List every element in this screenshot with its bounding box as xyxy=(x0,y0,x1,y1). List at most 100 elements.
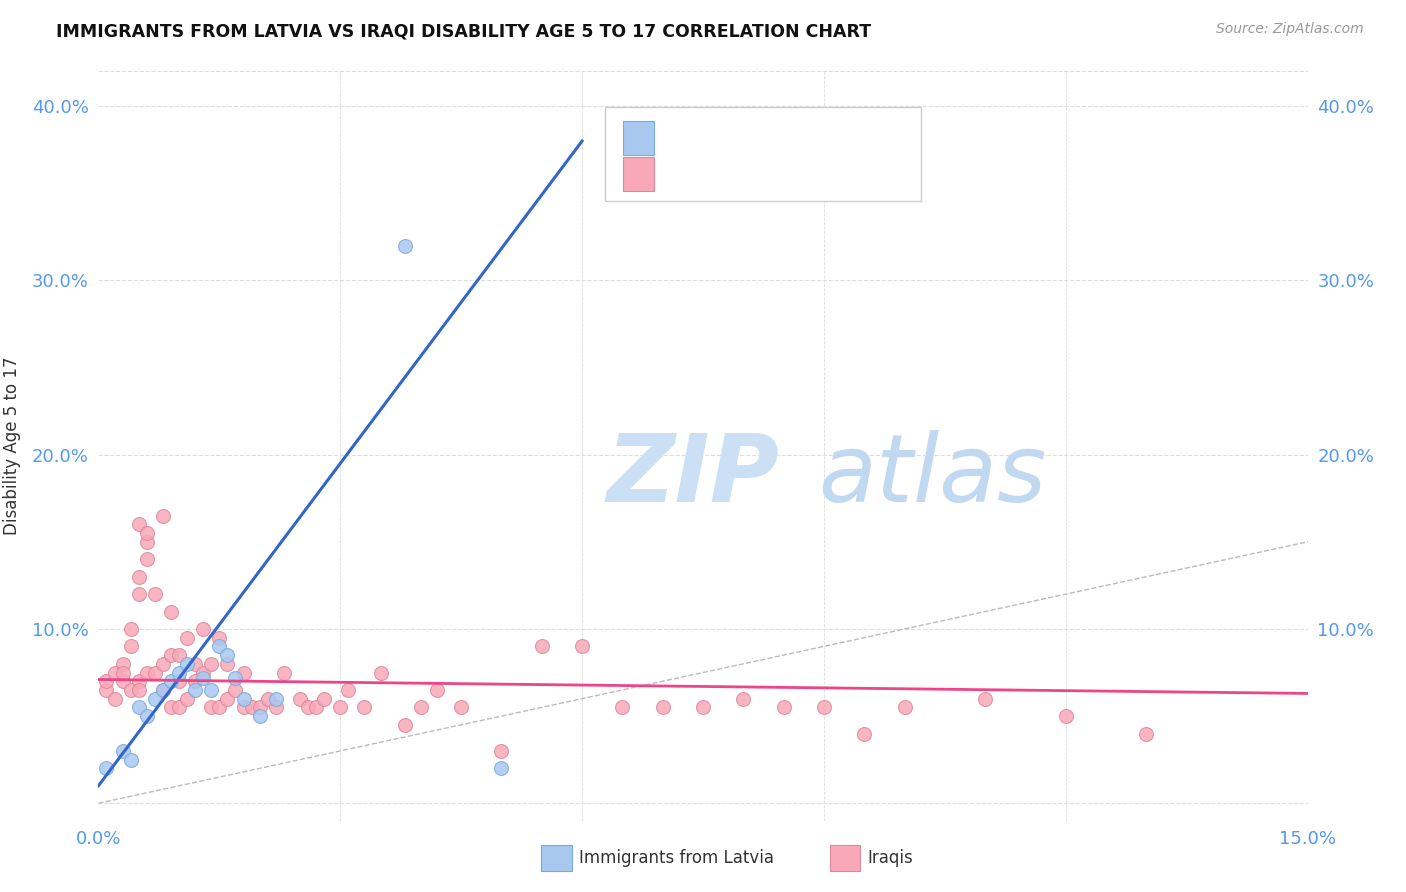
Point xyxy=(612,700,634,714)
Point xyxy=(167,674,190,689)
Point xyxy=(193,671,215,685)
Point xyxy=(232,665,254,680)
Point xyxy=(208,640,231,654)
Point xyxy=(305,700,328,714)
Point xyxy=(96,674,118,689)
Point xyxy=(143,691,166,706)
Point xyxy=(813,700,835,714)
Point xyxy=(128,700,150,714)
Point xyxy=(217,657,239,671)
Point xyxy=(200,657,222,671)
Point xyxy=(111,744,134,758)
Point xyxy=(692,700,714,714)
Point xyxy=(394,718,416,732)
Point xyxy=(232,700,254,714)
Text: -0.037: -0.037 xyxy=(713,165,772,183)
Point xyxy=(103,691,125,706)
Point xyxy=(152,682,174,697)
Point xyxy=(1054,709,1077,723)
Point xyxy=(143,587,166,601)
Point xyxy=(120,622,142,636)
Point xyxy=(111,665,134,680)
Point xyxy=(200,682,222,697)
Text: 21: 21 xyxy=(830,129,852,147)
Point xyxy=(176,631,198,645)
Text: N =: N = xyxy=(780,129,811,147)
Point xyxy=(128,587,150,601)
Point xyxy=(217,691,239,706)
Point xyxy=(160,648,183,662)
Point xyxy=(224,682,246,697)
Point xyxy=(184,674,207,689)
Point xyxy=(176,691,198,706)
Point xyxy=(288,691,311,706)
Point xyxy=(256,691,278,706)
Point xyxy=(853,726,876,740)
Point xyxy=(314,691,336,706)
Point xyxy=(167,700,190,714)
Point xyxy=(135,534,157,549)
Point xyxy=(530,640,553,654)
Point xyxy=(329,700,352,714)
Point xyxy=(128,682,150,697)
Point xyxy=(128,570,150,584)
Point xyxy=(111,674,134,689)
Point xyxy=(249,700,271,714)
Text: N =: N = xyxy=(780,165,811,183)
Point xyxy=(184,682,207,697)
Point xyxy=(772,700,794,714)
Point xyxy=(120,682,142,697)
Point xyxy=(974,691,997,706)
Point xyxy=(273,665,295,680)
Text: R =: R = xyxy=(662,165,693,183)
Point xyxy=(96,682,118,697)
Text: Immigrants from Latvia: Immigrants from Latvia xyxy=(579,849,775,867)
Point xyxy=(353,700,375,714)
Text: Source: ZipAtlas.com: Source: ZipAtlas.com xyxy=(1216,22,1364,37)
Point xyxy=(217,648,239,662)
Point xyxy=(120,753,142,767)
Point xyxy=(111,657,134,671)
Point xyxy=(297,700,319,714)
Text: R =: R = xyxy=(662,129,693,147)
Point xyxy=(120,640,142,654)
Point xyxy=(135,526,157,541)
Text: IMMIGRANTS FROM LATVIA VS IRAQI DISABILITY AGE 5 TO 17 CORRELATION CHART: IMMIGRANTS FROM LATVIA VS IRAQI DISABILI… xyxy=(56,22,872,40)
Point xyxy=(240,700,263,714)
Text: atlas: atlas xyxy=(818,431,1046,522)
Point xyxy=(450,700,472,714)
Text: Iraqis: Iraqis xyxy=(868,849,914,867)
Point xyxy=(571,640,593,654)
Point xyxy=(249,709,271,723)
Point xyxy=(135,552,157,566)
Point xyxy=(651,700,673,714)
Point xyxy=(208,631,231,645)
Point xyxy=(160,674,183,689)
Point xyxy=(232,691,254,706)
Point xyxy=(143,665,166,680)
Point xyxy=(135,709,157,723)
Point xyxy=(1135,726,1157,740)
Point xyxy=(176,657,198,671)
Point xyxy=(409,700,432,714)
Point xyxy=(167,648,190,662)
Point xyxy=(193,622,215,636)
Point xyxy=(193,665,215,680)
Point xyxy=(152,508,174,523)
Point xyxy=(491,744,513,758)
Point xyxy=(733,691,755,706)
Point xyxy=(426,682,449,697)
Point xyxy=(184,657,207,671)
Point xyxy=(893,700,915,714)
Point xyxy=(160,700,183,714)
Point xyxy=(160,605,183,619)
Point xyxy=(394,238,416,252)
Text: 0.783: 0.783 xyxy=(713,129,765,147)
Point xyxy=(96,761,118,775)
Point xyxy=(135,665,157,680)
Point xyxy=(152,682,174,697)
Text: 100: 100 xyxy=(830,165,865,183)
Point xyxy=(208,700,231,714)
Text: ZIP: ZIP xyxy=(606,430,779,522)
Point xyxy=(128,517,150,532)
